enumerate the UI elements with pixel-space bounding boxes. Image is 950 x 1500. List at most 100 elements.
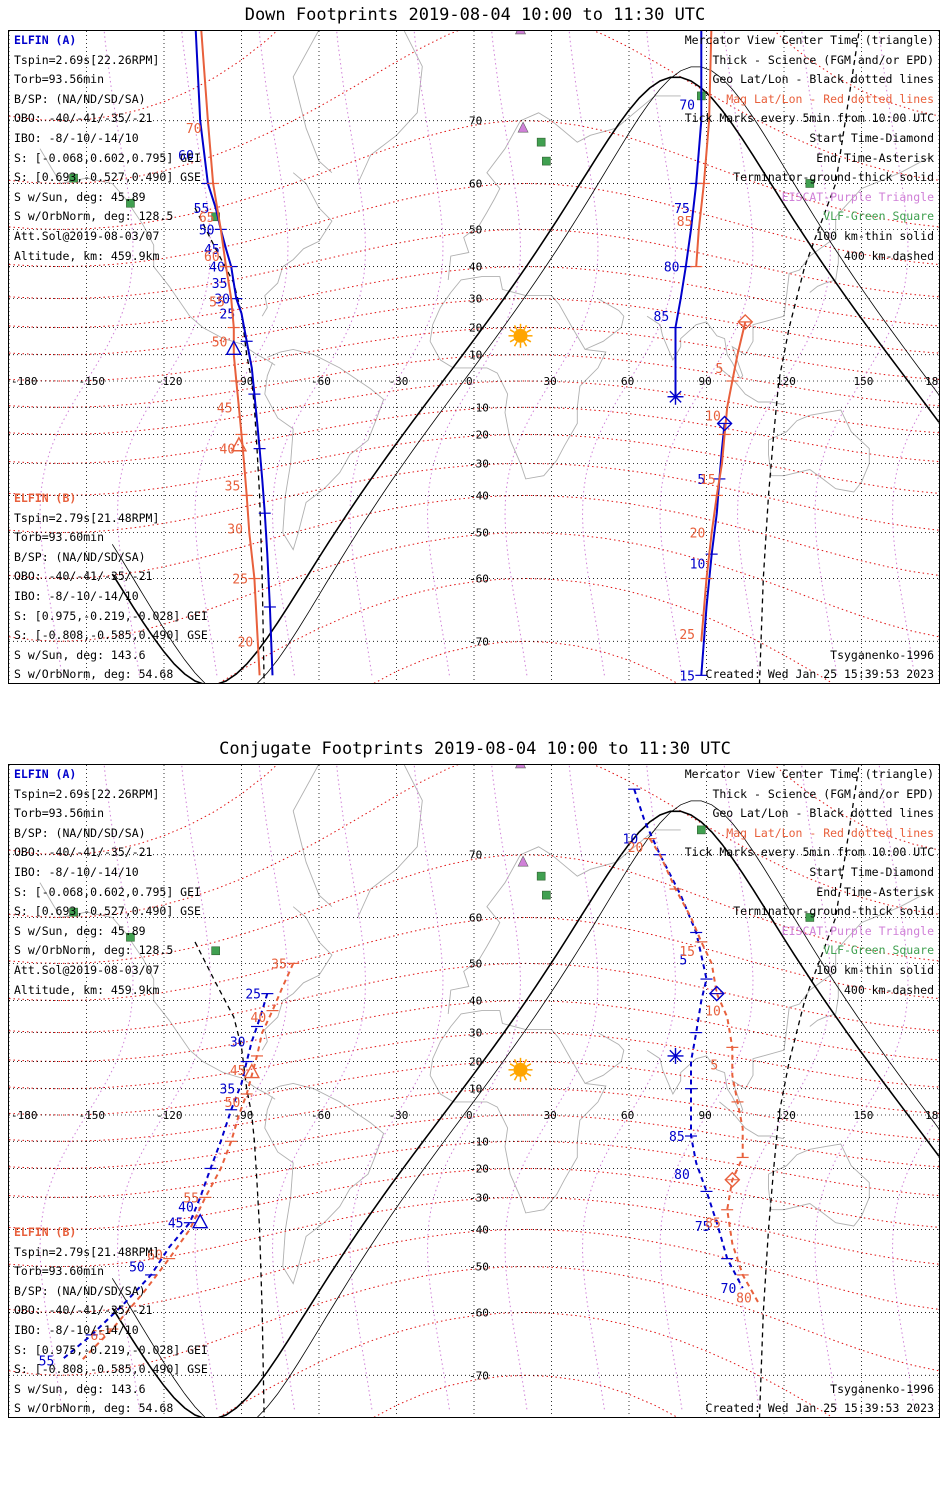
elfin-a-track-3 bbox=[700, 423, 726, 676]
elfin-b-track-time-label: 55 bbox=[183, 1191, 199, 1206]
lon-tick-label: 150 bbox=[854, 1109, 874, 1122]
lat-tick-label: -30 bbox=[469, 457, 489, 470]
elfin-a-track bbox=[194, 31, 274, 676]
lon-tick-label: 90 bbox=[699, 375, 712, 388]
elfin-a-center-triangle-icon bbox=[225, 339, 242, 356]
lon-tick-label: -60 bbox=[311, 375, 331, 388]
lon-tick-label: -150 bbox=[79, 1109, 106, 1122]
elfin-a-track-2-time-label: 10 bbox=[623, 833, 639, 848]
terminator-400km-west bbox=[194, 941, 265, 1417]
elfin_a-line: Torb=93.56min bbox=[14, 72, 105, 87]
mag-lat-line bbox=[9, 916, 939, 1002]
legend-line: 400 km-dashed bbox=[843, 982, 934, 997]
elfin-b-track-2-time-label: 5 bbox=[710, 1058, 718, 1073]
elfin_a-line: IBO: -8/-10/-14/10 bbox=[14, 865, 139, 879]
coastlines bbox=[39, 765, 935, 1285]
map-panel-down: -180 -150 -120 -90 -60 -30 0 30 60 90 120 150 180 70 6… bbox=[8, 30, 940, 684]
vlf-square-icon bbox=[536, 137, 546, 147]
mag-lat-line bbox=[9, 1114, 939, 1170]
elfin_a-line: S w/Sun, deg: 45.89 bbox=[14, 923, 146, 938]
coastline-9 bbox=[809, 248, 839, 293]
sun-ray bbox=[513, 1059, 518, 1065]
elfin_b-line: Tspin=2.79s[21.48RPM] bbox=[14, 1244, 160, 1259]
sun-ray bbox=[526, 1072, 532, 1077]
elfin-a-track-time-label: 60 bbox=[178, 149, 194, 164]
elfin_a-line: Att.Sol@2019-08-03/07 bbox=[14, 229, 160, 243]
coastline-7 bbox=[768, 1143, 870, 1227]
coastline-9 bbox=[809, 982, 839, 1027]
legend-line: EISCAT-Purple Triangle bbox=[781, 923, 934, 938]
elfin_b-line: S: [-0.808,-0.585,0.490] GSE bbox=[14, 1362, 208, 1377]
elfin-a-track-2-time-label: 5 bbox=[679, 953, 687, 968]
sun-ray bbox=[523, 1075, 528, 1081]
elfin-b-track bbox=[200, 31, 261, 676]
legend-line: EISCAT-Purple Triangle bbox=[781, 189, 934, 204]
elfin-b-track-time-label: 45 bbox=[230, 1064, 246, 1079]
mag-lon-line bbox=[891, 380, 939, 676]
lat-tick-label: 40 bbox=[469, 261, 482, 274]
elfin_a-line: S: [-0.068,0.602,0.795] GEI bbox=[14, 150, 201, 165]
coastline-5 bbox=[584, 1032, 625, 1084]
lat-tick-label: 50 bbox=[469, 223, 482, 236]
coastline-1 bbox=[261, 906, 333, 1051]
elfin-a-track-time-label: 50 bbox=[129, 1261, 145, 1276]
elfin_a-line: Tspin=2.69s[22.26RPM] bbox=[14, 786, 160, 801]
lon-tick-label: -90 bbox=[234, 375, 254, 388]
legend-line: 100 km-thin solid bbox=[816, 963, 934, 977]
mag-lon-line bbox=[891, 1114, 939, 1410]
mercator-map-conjugate: -180-150-120-90-60-300306090120150180706… bbox=[9, 765, 939, 1417]
vlf-square-icon bbox=[697, 825, 706, 835]
legend-line: Tick Marks every 5min from 10:00 UTC bbox=[684, 111, 934, 126]
elfin-b-track-time-label: 25 bbox=[232, 573, 248, 588]
elfin-a-track-2-time-label: 70 bbox=[721, 1282, 737, 1297]
lat-tick-label: 10 bbox=[469, 1083, 482, 1096]
lon-tick-label: -180 bbox=[11, 1109, 38, 1122]
sun-ray bbox=[526, 338, 532, 343]
model-label: Tsyganenko-1996 bbox=[830, 648, 934, 662]
elfin-b-track-time-label: 5 bbox=[238, 31, 246, 35]
stations bbox=[69, 765, 815, 956]
elfin-a-track-time-label: 25 bbox=[220, 307, 236, 322]
lat-tick-label: -70 bbox=[469, 635, 489, 648]
elfin-a-center-triangle-icon bbox=[191, 1213, 209, 1229]
elfin-b-track-2-time-label: 85 bbox=[705, 1217, 721, 1232]
coastline-5 bbox=[584, 298, 625, 350]
model-label: Tsyganenko-1996 bbox=[830, 1382, 934, 1396]
mercator-map-down: -180 -150 -120 -90 -60 -30 0 30 60 90 120 150 180 70 6… bbox=[9, 31, 939, 683]
elfin-b-track-time-label: 10 bbox=[238, 31, 254, 35]
elfin-b-center-triangle-icon bbox=[243, 1063, 261, 1079]
vlf-square-icon bbox=[542, 890, 551, 900]
terminator bbox=[111, 31, 939, 683]
elfin-a-start-diamond-icon bbox=[708, 985, 725, 1002]
coastline-10 bbox=[357, 765, 423, 918]
elfin_a-line: S: [-0.068,0.602,0.795] GEI bbox=[14, 884, 201, 899]
sun-ray bbox=[523, 1059, 528, 1065]
sun-icon bbox=[508, 1057, 533, 1082]
coastline-11 bbox=[292, 31, 333, 174]
coastline-3 bbox=[447, 829, 681, 1014]
terminator-400km-east bbox=[758, 31, 860, 683]
elfin-a-track-time-label: 30 bbox=[230, 1036, 246, 1051]
elfin_b-line: OBO: -40/-41/-35/-21 bbox=[14, 569, 153, 584]
coastline-7 bbox=[768, 409, 870, 493]
elfin-b-track-time-label: 50 bbox=[225, 1096, 241, 1111]
mag-lat-line bbox=[9, 31, 939, 122]
elfin-a-track-time-label: 30 bbox=[214, 293, 230, 308]
elfin_a-line: Altitude, km: 459.9km bbox=[14, 982, 160, 997]
lat-tick-label: -20 bbox=[469, 1162, 489, 1175]
lat-tick-label: 60 bbox=[469, 177, 482, 190]
mag-lat-line bbox=[218, 1311, 834, 1417]
lat-tick-label: -30 bbox=[469, 1191, 489, 1204]
lon-tick-label: -60 bbox=[311, 1109, 331, 1122]
legend-line: Mercator View Center Time (triangle) bbox=[684, 33, 934, 47]
elfin_a-line: S w/OrbNorm, deg: 128.5 bbox=[14, 943, 174, 958]
elfin_b-line: IBO: -8/-10/-14/10 bbox=[14, 589, 139, 603]
elfin-b-track-time-label: 35 bbox=[271, 957, 287, 972]
elfin-a-track-time-label: 40 bbox=[178, 1201, 194, 1216]
mag-lat-line bbox=[9, 354, 939, 408]
legend-line: Tick Marks every 5min from 10:00 UTC bbox=[684, 845, 934, 860]
lat-tick-label: -20 bbox=[469, 428, 489, 441]
coastline-8 bbox=[719, 367, 785, 406]
lon-tick-label: 60 bbox=[621, 1109, 634, 1122]
legend-line: Thick - Science (FGM and/or EPD) bbox=[712, 52, 934, 67]
